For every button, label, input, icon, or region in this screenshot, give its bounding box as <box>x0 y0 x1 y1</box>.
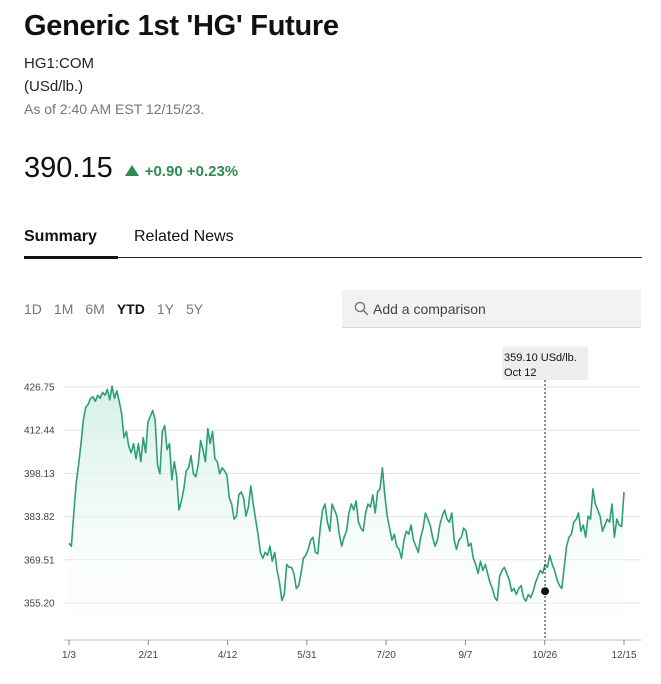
price-chart[interactable]: 426.75 412.44 398.13 383.82 369.51 355.20 1/3… <box>0 340 661 670</box>
tab-bar: Summary Related News <box>24 222 642 259</box>
comparison-input[interactable] <box>373 290 628 327</box>
last-price: 390.15 <box>24 152 113 184</box>
tab-related-news[interactable]: Related News <box>134 228 234 245</box>
range-ytd[interactable]: YTD <box>116 301 145 317</box>
change-percent: +0.23% <box>186 163 239 180</box>
as-of-timestamp: As of 2:40 AM EST 12/15/23. <box>24 101 205 117</box>
x-tick-label: 12/15 <box>611 650 636 661</box>
x-tick-label: 7/20 <box>376 650 396 661</box>
y-tick-label: 383.82 <box>24 512 55 523</box>
price-unit: (USd/lb.) <box>24 78 84 95</box>
range-5y[interactable]: 5Y <box>185 301 204 317</box>
range-1d[interactable]: 1D <box>24 301 42 317</box>
quote-row: 390.15 +0.90 +0.23% <box>24 152 238 185</box>
x-tick-label: 1/3 <box>62 650 76 661</box>
price-area-fill <box>69 386 624 640</box>
change-value: +0.90 <box>144 163 183 180</box>
ticker-symbol: HG1:COM <box>24 55 95 72</box>
x-tick-label: 9/7 <box>458 650 472 661</box>
tooltip-box <box>502 347 589 380</box>
price-change: +0.90 +0.23% <box>124 163 239 180</box>
comparison-search[interactable] <box>342 290 641 328</box>
y-tick-label: 369.51 <box>24 555 55 566</box>
tooltip-value: 359.10 USd/lb. <box>504 352 577 364</box>
up-arrow-icon <box>124 165 139 176</box>
range-1m[interactable]: 1M <box>53 301 74 317</box>
x-tick-label: 2/21 <box>139 650 159 661</box>
search-icon <box>354 301 369 321</box>
y-tick-label: 355.20 <box>24 599 55 610</box>
range-selector: 1D 1M 6M YTD 1Y 5Y <box>24 301 215 317</box>
tooltip-date: Oct 12 <box>504 367 536 379</box>
y-tick-label: 398.13 <box>24 469 55 480</box>
x-tick-label: 5/31 <box>297 650 317 661</box>
y-tick-label: 426.75 <box>24 383 55 394</box>
range-1y[interactable]: 1Y <box>156 301 174 317</box>
tab-summary[interactable]: Summary <box>24 228 97 245</box>
y-tick-label: 412.44 <box>24 426 55 437</box>
x-tick-label: 10/26 <box>532 650 557 661</box>
range-6m[interactable]: 6M <box>85 301 105 317</box>
page-title: Generic 1st 'HG' Future <box>24 10 339 42</box>
hover-point <box>541 587 550 596</box>
price-line <box>68 385 625 602</box>
active-tab-indicator <box>24 256 118 259</box>
x-tick-label: 4/12 <box>218 650 238 661</box>
